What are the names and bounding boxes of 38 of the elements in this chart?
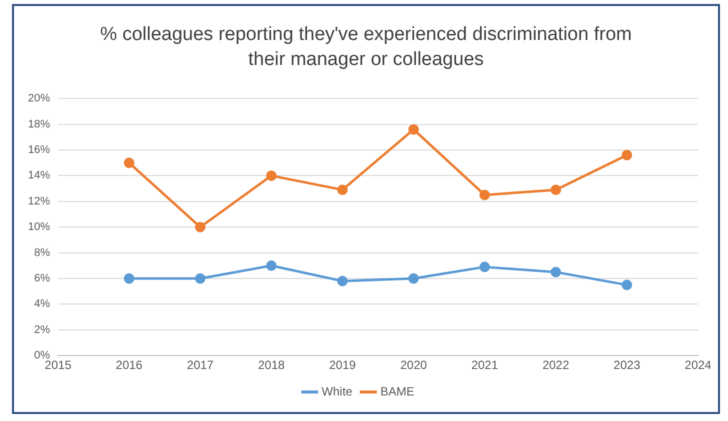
chart-title: % colleagues reporting they've experienced discrimination from their manager or colleagues [99,23,633,72]
y-tick-label: 8% [34,246,50,259]
point [622,280,632,290]
point [266,260,277,271]
y-tick-label: 10% [28,221,50,234]
legend-label: BAME [380,384,414,398]
point [337,184,348,196]
legend-label: White [322,384,353,398]
y-tick-label: 18% [28,118,50,130]
x-tick-label: 2023 [614,358,641,372]
y-tick-label: 4% [34,298,50,310]
point [479,262,490,272]
point [550,184,562,196]
y-tick-label: 20% [28,92,50,105]
y-tick-label: 6% [34,272,50,285]
point [550,266,562,278]
x-tick-label: 2024 [684,358,712,372]
point [622,150,632,160]
point [266,170,277,181]
x-tick-label: 2021 [471,358,498,372]
point [194,222,206,232]
point [124,158,134,168]
point [479,190,490,200]
point [408,273,419,284]
x-tick-label: 2018 [258,358,286,372]
x-tick-label: 2017 [186,358,214,372]
y-tick-label: 14% [28,170,50,182]
point [194,273,206,284]
x-tick-label: 2019 [329,358,356,372]
y-tick-label: 16% [28,144,50,156]
x-tick-label: 2022 [542,358,570,372]
x-tick-label: 2016 [116,358,143,372]
y-tick-label: 12% [28,195,50,208]
point [408,124,419,135]
point [337,276,348,286]
x-tick-label: 2020 [400,358,428,372]
y-tick-label: 2% [34,324,50,336]
point [124,273,134,284]
